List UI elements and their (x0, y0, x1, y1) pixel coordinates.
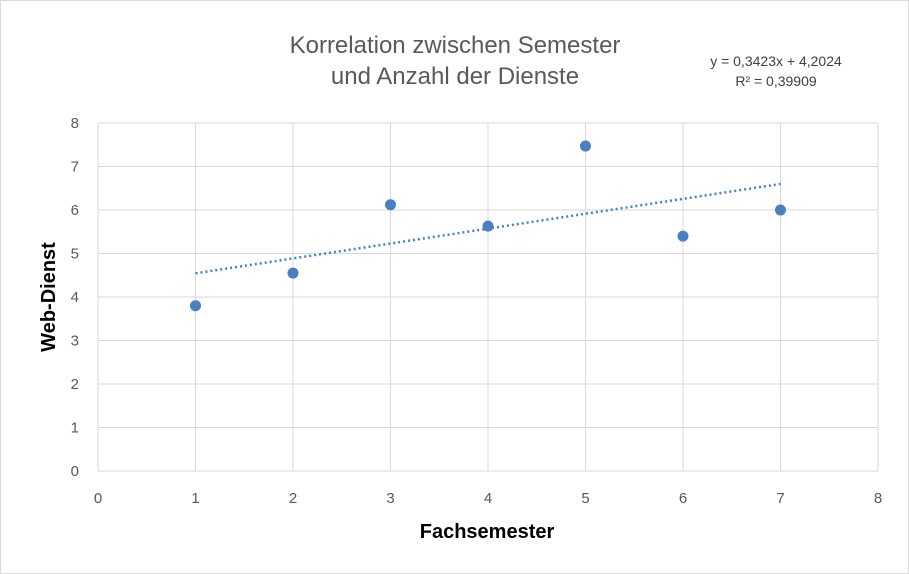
x-tick-label: 1 (191, 490, 199, 507)
data-point (287, 267, 299, 279)
x-tick-label: 2 (289, 490, 297, 507)
y-axis-title: Web-Dienst (38, 242, 60, 352)
y-tick-label: 0 (71, 463, 79, 480)
x-tick-label: 0 (94, 490, 102, 507)
y-tick-label: 5 (71, 246, 79, 263)
y-tick-label: 6 (71, 202, 79, 219)
y-tick-label: 2 (71, 376, 79, 393)
data-point (580, 140, 591, 152)
data-point (677, 230, 689, 242)
chart-title-line-1: Korrelation zwischen Semester (290, 32, 621, 59)
tick-labels: 0 1 2 3 4 5 6 7 8 0 1 2 3 4 5 6 7 8 (71, 115, 883, 507)
gridlines (97, 122, 879, 472)
chart-title-line-2: und Anzahl der Dienste (331, 63, 579, 90)
data-point (190, 300, 201, 312)
y-tick-label: 3 (71, 333, 79, 350)
data-point (775, 204, 786, 216)
y-tick-label: 1 (71, 420, 79, 437)
x-tick-label: 6 (679, 490, 687, 507)
x-tick-label: 8 (874, 490, 882, 507)
y-tick-label: 7 (71, 159, 79, 176)
data-point (385, 199, 396, 211)
data-point (482, 220, 494, 232)
data-points (190, 140, 786, 312)
trendline-equation: y = 0,3423x + 4,2024 (710, 53, 842, 69)
trendline-r-squared: R² = 0,39909 (735, 73, 817, 89)
y-tick-label: 4 (71, 289, 79, 306)
x-tick-label: 5 (581, 490, 589, 507)
x-tick-label: 4 (484, 490, 492, 507)
x-tick-label: 3 (386, 490, 394, 507)
x-tick-label: 7 (776, 490, 784, 507)
y-tick-label: 8 (71, 115, 79, 132)
x-axis-title: Fachsemester (420, 521, 555, 543)
